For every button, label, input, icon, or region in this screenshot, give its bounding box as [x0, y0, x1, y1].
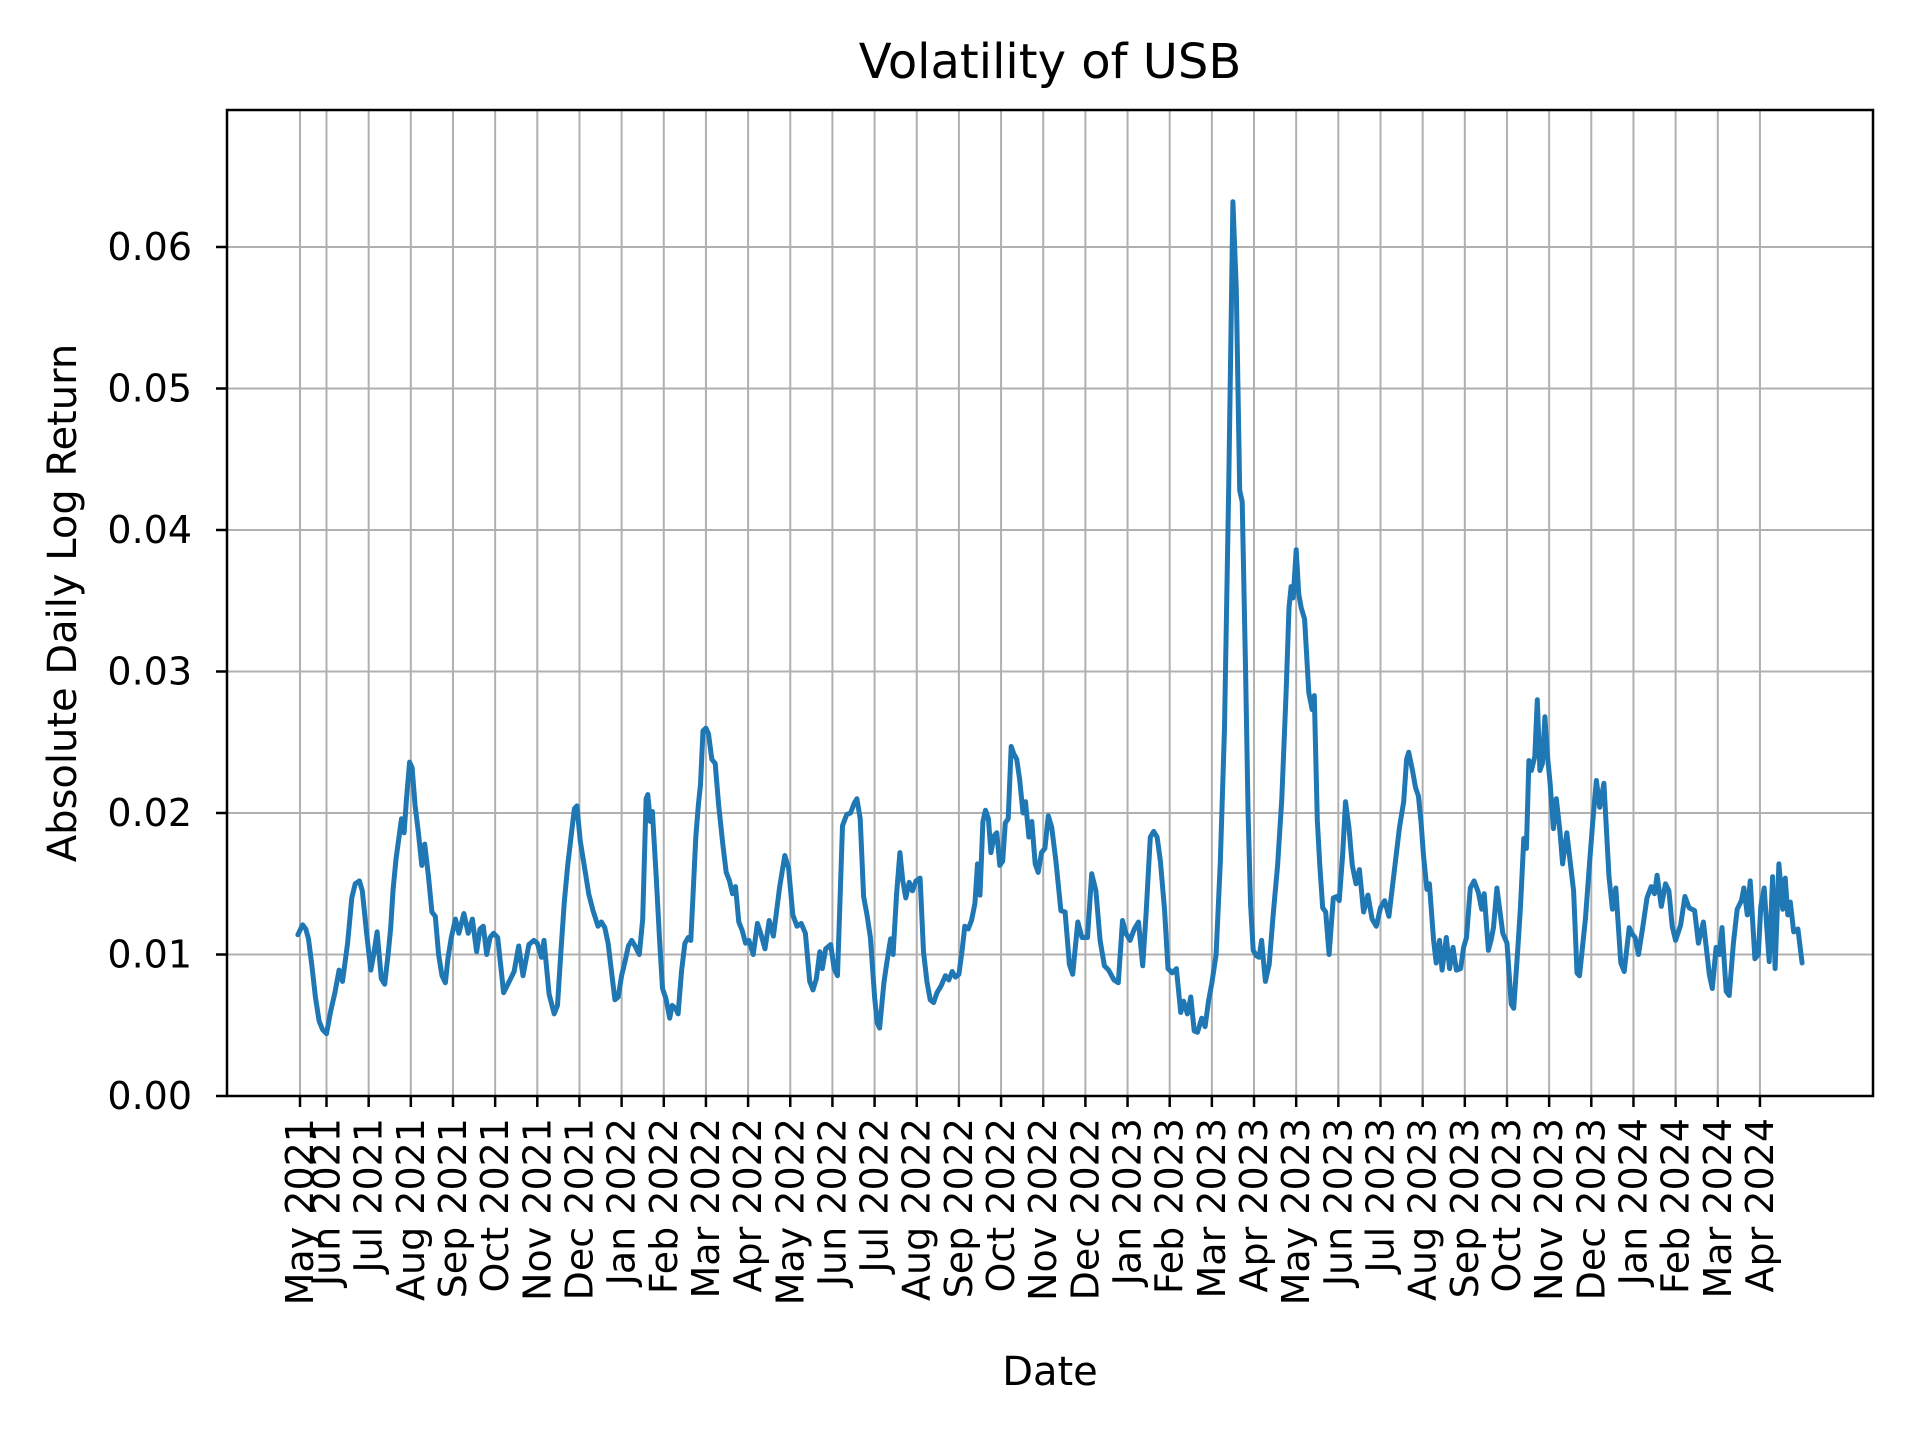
x-tick-label: Jan 2024 [1611, 1118, 1655, 1287]
x-tick-label: Oct 2023 [1485, 1118, 1529, 1293]
x-tick-label: Dec 2023 [1569, 1118, 1613, 1300]
x-axis-label: Date [1002, 1349, 1098, 1395]
y-tick-label: 0.06 [107, 225, 192, 269]
x-tick-label: Jun 2021 [305, 1118, 349, 1288]
x-tick-label: Nov 2022 [1021, 1118, 1065, 1301]
x-tick-label: Sep 2022 [937, 1118, 981, 1298]
x-tick-label: Jun 2023 [1316, 1118, 1360, 1288]
x-tick-label: Feb 2024 [1654, 1118, 1698, 1294]
x-tick-label: Feb 2022 [642, 1118, 686, 1294]
x-tick-label: Oct 2021 [473, 1118, 517, 1293]
x-tick-label: Aug 2022 [895, 1118, 939, 1301]
y-tick-label: 0.04 [107, 508, 192, 552]
x-tick-label: Mar 2023 [1190, 1118, 1234, 1298]
x-tick-label: Dec 2022 [1063, 1118, 1107, 1300]
x-tick-label: Nov 2021 [515, 1118, 559, 1301]
y-tick-label: 0.01 [107, 933, 192, 977]
x-tick-label: Oct 2022 [979, 1118, 1023, 1293]
x-tick-label: Aug 2021 [389, 1118, 433, 1301]
x-tick-label: Jan 2022 [600, 1118, 644, 1287]
x-tick-label: Sep 2021 [431, 1118, 475, 1298]
x-tick-label: Apr 2024 [1738, 1118, 1782, 1293]
x-tick-label: Feb 2023 [1148, 1118, 1192, 1294]
x-tick-label: Mar 2022 [684, 1118, 728, 1298]
x-tick-label: May 2023 [1274, 1118, 1318, 1305]
x-tick-label: Jun 2022 [810, 1118, 854, 1288]
x-tick-label: Aug 2023 [1401, 1118, 1445, 1301]
x-tick-label: Sep 2023 [1443, 1118, 1487, 1298]
x-tick-label: Jul 2022 [853, 1118, 897, 1275]
x-tick-label: May 2021 [278, 1118, 322, 1305]
x-tick-label: Jul 2021 [347, 1118, 391, 1275]
tick-marks [216, 245, 1762, 1107]
plot-spines [225, 108, 1875, 1098]
y-tick-label: 0.03 [107, 650, 192, 694]
y-tick-label: 0.05 [107, 367, 192, 411]
y-tick-label: 0.00 [107, 1074, 192, 1118]
volatility-line-series [295, 199, 1805, 1037]
x-tick-label: Jan 2023 [1106, 1118, 1150, 1287]
y-tick-labels: 0.00 0.01 0.02 0.03 0.04 0.05 0.06 [107, 225, 192, 1118]
x-tick-label: Dec 2021 [557, 1118, 601, 1300]
x-tick-label: Apr 2022 [726, 1118, 770, 1293]
x-tick-label: May 2022 [768, 1118, 812, 1305]
chart-title: Volatility of USB [858, 34, 1242, 90]
x-tick-label: Mar 2024 [1696, 1118, 1740, 1298]
x-tick-label: Apr 2023 [1232, 1118, 1276, 1293]
x-tick-label: Jul 2023 [1359, 1118, 1403, 1275]
x-tick-label: Nov 2023 [1527, 1118, 1571, 1301]
y-tick-label: 0.02 [107, 791, 192, 835]
